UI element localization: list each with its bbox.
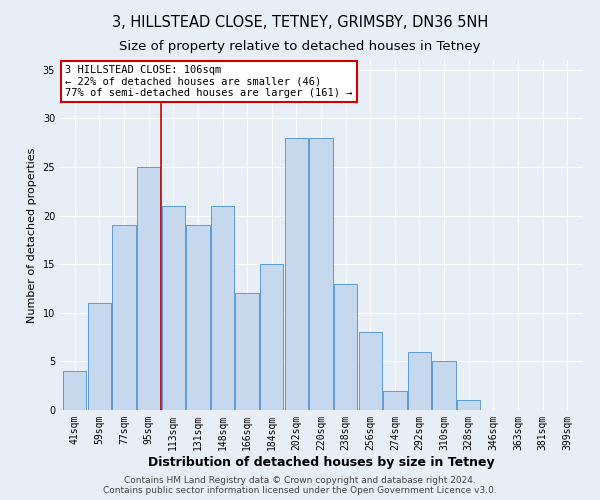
Bar xyxy=(408,352,431,410)
Bar xyxy=(161,206,185,410)
Bar xyxy=(211,206,234,410)
Bar xyxy=(137,167,160,410)
Bar xyxy=(186,226,209,410)
Bar xyxy=(334,284,358,410)
Bar xyxy=(284,138,308,410)
Bar xyxy=(310,138,332,410)
Bar xyxy=(359,332,382,410)
Bar xyxy=(235,294,259,410)
Bar xyxy=(112,226,136,410)
Text: 3, HILLSTEAD CLOSE, TETNEY, GRIMSBY, DN36 5NH: 3, HILLSTEAD CLOSE, TETNEY, GRIMSBY, DN3… xyxy=(112,15,488,30)
Text: Size of property relative to detached houses in Tetney: Size of property relative to detached ho… xyxy=(119,40,481,53)
Text: 3 HILLSTEAD CLOSE: 106sqm
← 22% of detached houses are smaller (46)
77% of semi-: 3 HILLSTEAD CLOSE: 106sqm ← 22% of detac… xyxy=(65,65,352,98)
Y-axis label: Number of detached properties: Number of detached properties xyxy=(27,148,37,322)
Bar xyxy=(433,362,456,410)
Bar xyxy=(63,371,86,410)
Bar xyxy=(88,303,111,410)
Bar xyxy=(383,390,407,410)
Text: Contains HM Land Registry data © Crown copyright and database right 2024.
Contai: Contains HM Land Registry data © Crown c… xyxy=(103,476,497,495)
Bar xyxy=(457,400,481,410)
Bar xyxy=(260,264,283,410)
X-axis label: Distribution of detached houses by size in Tetney: Distribution of detached houses by size … xyxy=(148,456,494,468)
